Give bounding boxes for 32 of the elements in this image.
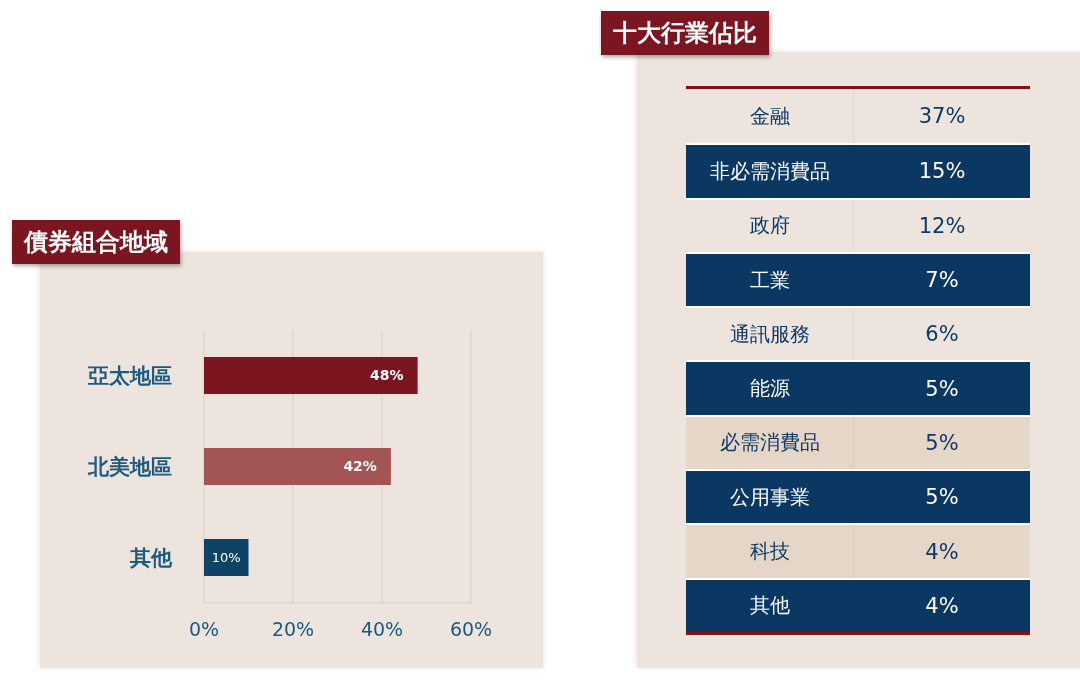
data-label: 10% [211, 550, 241, 566]
category-label: 通訊服務 [729, 320, 810, 348]
data-label: 5% [925, 376, 959, 401]
data-label: 48% [370, 367, 404, 384]
category-label: 工業 [749, 266, 790, 294]
category-label: 金融 [749, 102, 790, 130]
y-tick-label: 亞太地區 [87, 363, 172, 388]
data-label: 12% [918, 213, 966, 238]
data-label: 37% [918, 104, 966, 129]
category-label: 非必需消費品 [709, 157, 830, 185]
x-tick-label: 0% [188, 618, 220, 641]
data-label: 5% [925, 430, 959, 455]
category-label: 必需消費品 [719, 429, 820, 457]
y-tick-label: 北美地區 [87, 454, 172, 479]
category-label: 能源 [749, 375, 790, 403]
x-tick-label: 20% [271, 618, 315, 641]
data-label: 5% [925, 485, 959, 510]
category-label: 政府 [749, 212, 790, 240]
data-label: 6% [925, 322, 959, 347]
y-tick-label: 其他 [129, 545, 173, 570]
data-label: 4% [925, 539, 959, 564]
category-label: 公用事業 [729, 483, 810, 511]
x-tick-label: 60% [449, 618, 493, 641]
category-label: 其他 [749, 592, 790, 620]
data-label: 7% [925, 268, 959, 293]
x-tick-label: 40% [360, 618, 404, 641]
chart-title: 債券組合地域 [12, 220, 180, 264]
text: 十大行業佔比 [601, 11, 769, 55]
category-label: 科技 [749, 538, 790, 565]
data-label: 4% [925, 593, 959, 618]
data-label: 15% [918, 159, 966, 184]
data-label: 42% [343, 458, 377, 475]
